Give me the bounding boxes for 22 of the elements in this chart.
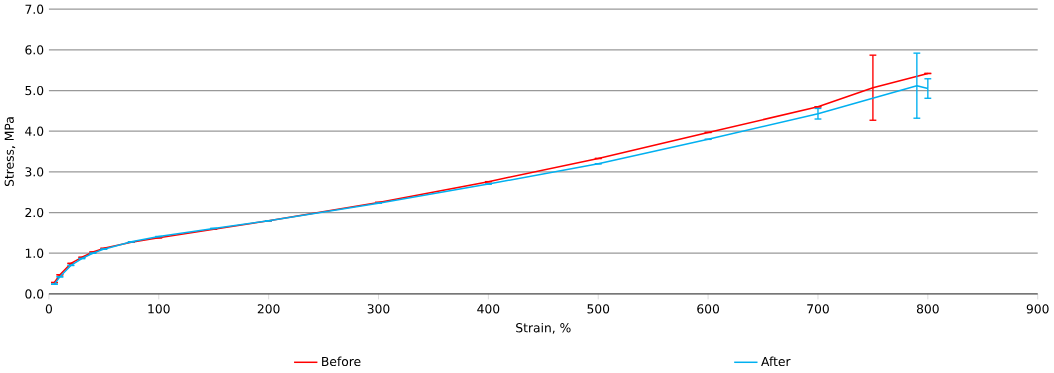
legend-label: After	[761, 356, 791, 366]
y-tick-label: 3.0	[25, 167, 44, 177]
y-tick-label: 6.0	[25, 45, 44, 55]
x-tick-label: 500	[587, 303, 610, 314]
y-tick-label: 5.0	[25, 85, 44, 95]
x-tick-label: 0	[45, 303, 53, 314]
x-tick-label: 700	[807, 303, 829, 314]
x-tick-label: 800	[916, 303, 939, 314]
y-tick-label: 4.0	[25, 126, 44, 136]
x-tick-label: 400	[477, 303, 500, 314]
x-tick-label: 600	[697, 303, 720, 314]
x-axis-title: Strain, %	[516, 322, 571, 334]
x-tick-label: 200	[257, 303, 280, 314]
legend-label: Before	[322, 356, 361, 366]
y-tick-label: 7.0	[25, 4, 44, 14]
y-tick-label: 1.0	[25, 248, 44, 258]
x-tick-label: 100	[148, 303, 170, 314]
y-tick-label: 0.0	[25, 289, 44, 299]
y-tick-label: 2.0	[25, 207, 44, 217]
x-tick-label: 300	[367, 303, 390, 314]
y-axis-title: Stress, MPa	[4, 117, 16, 186]
x-tick-label: 900	[1026, 303, 1049, 314]
